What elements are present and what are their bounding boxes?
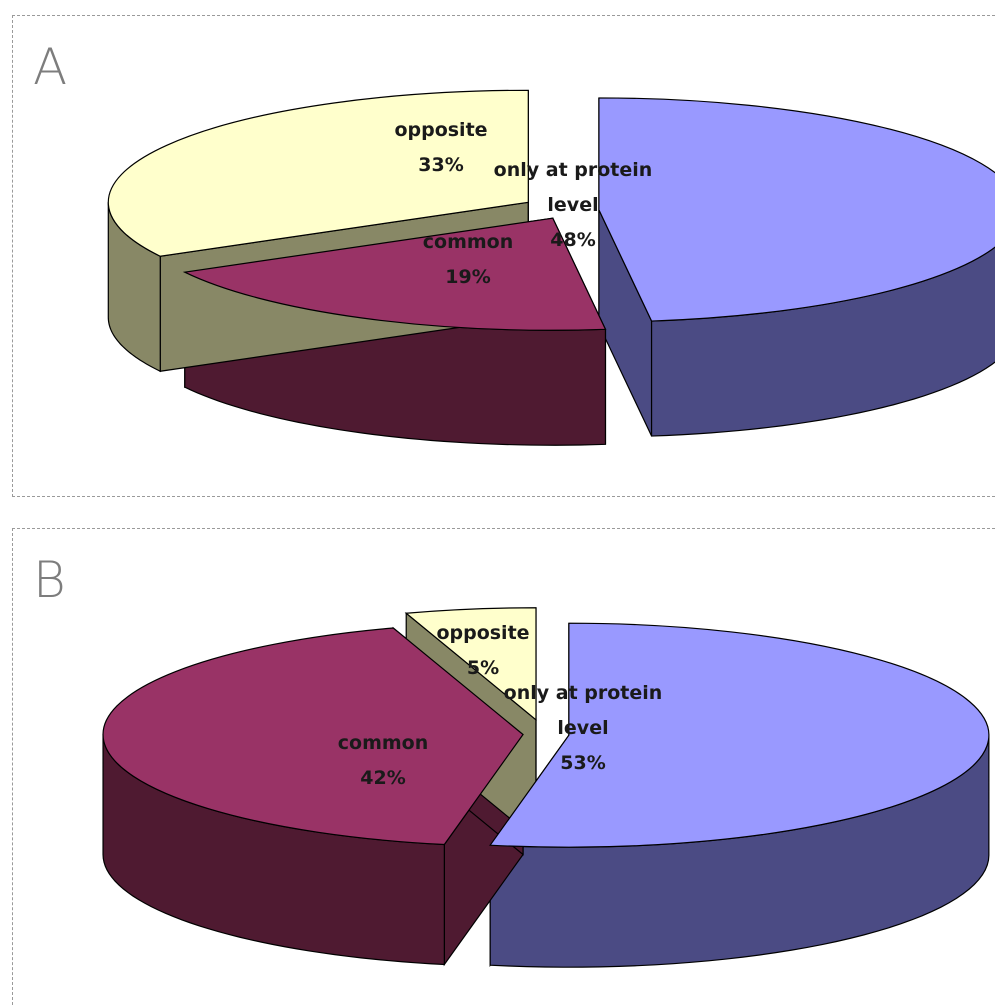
pie-chart-b: only at protein level 53% common 42% opposite… [102, 607, 990, 968]
pie-labels: only at protein level 48% common 19% opposite… [394, 119, 652, 288]
slice-only-at-protein-level-name-label: only at protein [504, 682, 663, 704]
slice-opposite-name-label: opposite [436, 622, 529, 644]
pie-tops [102, 607, 990, 848]
panel-letter-a: A [33, 38, 68, 96]
slice-only-at-protein-level-name-label: level [557, 717, 608, 739]
slice-only-at-protein-level-name-label: level [547, 194, 598, 216]
slice-opposite-top [404, 607, 537, 722]
slice-common-top [102, 627, 524, 846]
pie-tops [107, 89, 995, 331]
slice-opposite-percent-label: 33% [418, 154, 463, 176]
slice-common-percent-label: 42% [360, 767, 405, 789]
slice-opposite-percent-label: 5% [467, 657, 499, 679]
slice-opposite-name-label: opposite [394, 119, 487, 141]
slice-common-name-label: common [338, 732, 429, 754]
panel-a: A only at protein level 48% common 19% opposi… [12, 15, 995, 497]
slice-opposite-top [107, 89, 529, 257]
slice-only-at-protein-level-name-label: only at protein [494, 159, 653, 181]
pie-chart-a: only at protein level 48% common 19% opposite… [107, 89, 995, 446]
slice-only-at-protein-level-percent-label: 53% [560, 752, 605, 774]
slice-common-percent-label: 19% [445, 266, 490, 288]
slice-common-name-label: common [423, 231, 514, 253]
panel-letter-b: B [33, 551, 66, 609]
slice-only-at-protein-level-percent-label: 48% [550, 229, 595, 251]
panel-b: B only at protein level 53% common 42% opposi… [12, 528, 995, 1005]
slice-only-at-protein-level-top [598, 97, 995, 322]
slice-common-top [182, 217, 607, 331]
pie-labels: only at protein level 53% common 42% opposite… [338, 622, 663, 789]
slice-only-at-protein-level-top [489, 622, 990, 848]
